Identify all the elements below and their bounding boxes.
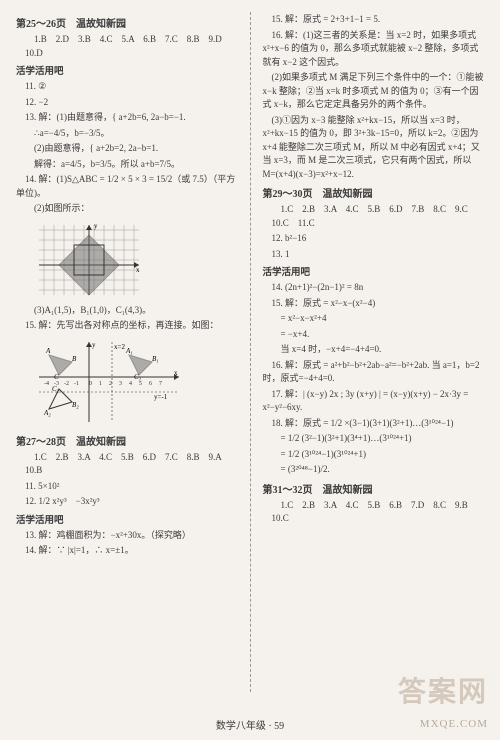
watermark-main: 答案网 (398, 670, 488, 710)
svg-text:5: 5 (139, 381, 142, 387)
svg-text:-4: -4 (44, 381, 49, 387)
svg-text:7: 7 (159, 381, 162, 387)
q13-3: (2)由题意得，{ a+2b=2, 2a−b=1. (25, 142, 238, 156)
sec2-answers: 1.C 2.B 3.A 4.C 5.B 6.D 7.C 8.B 9.A 10.B (25, 451, 238, 478)
svg-text:3: 3 (119, 381, 122, 387)
sec1-answers: 1.B 2.D 3.B 4.C 5.A 6.B 7.C 8.B 9.D 10.D (25, 33, 238, 60)
svg-text:-1: -1 (74, 381, 79, 387)
svg-text:C₁: C₁ (134, 373, 141, 381)
svg-text:6: 6 (149, 381, 152, 387)
section2-head: 第27～28页 温故知新园 (16, 433, 238, 448)
svg-text:B₁: B₁ (152, 355, 159, 363)
right-column: 15. 解：原式 = 2+3+1−1 = 5. 16. 解：(1)这三者的关系是… (263, 12, 485, 692)
svg-text:A₂: A₂ (43, 409, 51, 417)
q14-1: 14. 解：(1)S△ABC = 1/2 × 5 × 3 = 15/2（或 7.… (16, 173, 238, 200)
r-q13c: 13. 1 (263, 248, 485, 262)
svg-text:y: y (94, 222, 98, 230)
svg-text:x: x (174, 369, 178, 377)
r-q15c-4: 当 x=4 时，−x+4=−4+4=0. (272, 343, 485, 357)
svg-text:B₂: B₂ (72, 401, 79, 409)
r-q18c-1: 18. 解：原式 = 1/2 ×(3−1)(3+1)(3²+1)…(3¹⁰²⁴−… (263, 417, 485, 431)
svg-text:1: 1 (99, 381, 102, 387)
svg-text:x=2: x=2 (114, 343, 125, 351)
q13-1: 13. 解：(1)由题意得，{ a+2b=6, 2a−b=−1. (16, 111, 238, 125)
r-q14c: 14. (2n+1)²−(2n−1)² = 8n (263, 281, 485, 295)
svg-text:x: x (136, 266, 140, 274)
section1-head: 第25～26页 温故知新园 (16, 15, 238, 30)
svg-text:C: C (54, 373, 59, 381)
graph-1: yx (34, 220, 144, 300)
svg-text:A₁: A₁ (125, 347, 133, 355)
svg-text:B: B (72, 355, 77, 363)
svg-text:y=-1: y=-1 (154, 393, 168, 401)
q15-1: 15. 解：先写出各对称点的坐标，再连接。如图： (16, 319, 238, 333)
watermark-sub: MXQE.COM (420, 718, 488, 730)
q14-2: (2)如图所示： (25, 202, 238, 216)
section3-head: 第29～30页 温故知新园 (263, 185, 485, 200)
svg-text:A: A (45, 347, 51, 355)
r-q15c-1: 15. 解：原式 = x²−x−(x²−4) (263, 297, 485, 311)
q13-4: 解得：a=4/5，b=3/5。所以 a+b=7/5。 (25, 158, 238, 172)
q14-3: (3)A₁(1,5)，B₁(1,0)，C₁(4,3)。 (25, 304, 238, 318)
r-q16-2: (2)如果多项式 M 满足下列三个条件中的一个：①能被 x−k 整除；②当 x=… (263, 71, 485, 112)
svg-text:C₂: C₂ (52, 385, 60, 393)
sec3-answers: 1.C 2.B 3.A 4.C 5.B 6.D 7.B 8.C 9.C 10.C… (272, 203, 485, 230)
r-q15c-3: = −x+4. (272, 328, 485, 342)
q13b: 13. 解：鸡棚面积为：−x²+30x。（探究略） (16, 529, 238, 543)
section4-head: 第31～32页 温故知新园 (263, 481, 485, 496)
r-q16-3: (3)①因为 x−3 能整除 x²+kx−15，所以当 x=3 时，x²+kx−… (263, 114, 485, 182)
page-content: 第25～26页 温故知新园 1.B 2.D 3.B 4.C 5.A 6.B 7.… (16, 12, 484, 692)
left-column: 第25～26页 温故知新园 1.B 2.D 3.B 4.C 5.A 6.B 7.… (16, 12, 238, 692)
r-q18c-2: = 1/2 (3²−1)(3²+1)(3⁴+1)…(3¹⁰²⁴+1) (272, 432, 485, 446)
r-q16c: 16. 解：原式 = a²+b²−b²+2ab−a²=−b²+2ab. 当 a=… (263, 359, 485, 386)
svg-text:4: 4 (129, 381, 132, 387)
r-q15c-2: = x²−x−x²+4 (272, 312, 485, 326)
r-q17c: 17. 解：| (x−y) 2x ; 3y (x+y) | = (x−y)(x+… (263, 388, 485, 415)
q12b: 12. 1/2 x²y³ −3x²y³ (16, 495, 238, 509)
column-divider (250, 12, 251, 692)
r-q18c-4: = (3²⁰⁴⁸−1)/2. (272, 463, 485, 477)
q13-2: ∴a=−4/5，b=−3/5。 (25, 127, 238, 141)
svg-text:2: 2 (109, 381, 112, 387)
subhead-1: 活学活用吧 (16, 63, 238, 77)
sec4-answers: 1.C 2.B 3.A 4.C 5.B 6.B 7.D 8.C 9.B 10.C (272, 499, 485, 526)
svg-text:-2: -2 (64, 381, 69, 387)
r-q15: 15. 解：原式 = 2+3+1−1 = 5. (263, 13, 485, 27)
q11b: 11. 5×10² (16, 480, 238, 494)
svg-text:0: 0 (89, 381, 92, 387)
q14b: 14. 解：∵ |x|=1，∴ x=±1。 (16, 544, 238, 558)
svg-text:y: y (92, 341, 96, 349)
r-q12c: 12. b²−16 (263, 232, 485, 246)
r-q18c-3: = 1/2 (3¹⁰²⁴−1)(3¹⁰²⁴+1) (272, 448, 485, 462)
r-q16-1: 16. 解：(1)这三者的关系是：当 x=2 时，如果多项式 x²+x−6 的值… (263, 29, 485, 70)
subhead-2: 活学活用吧 (16, 512, 238, 526)
subhead-3: 活学活用吧 (263, 264, 485, 278)
q12: 12. −2 (16, 96, 238, 110)
graph-2: -4-3-2-101234567 x=2 y=-1 ABC A₁B₁C₁ A₂B… (34, 337, 184, 427)
q11: 11. ② (16, 80, 238, 94)
